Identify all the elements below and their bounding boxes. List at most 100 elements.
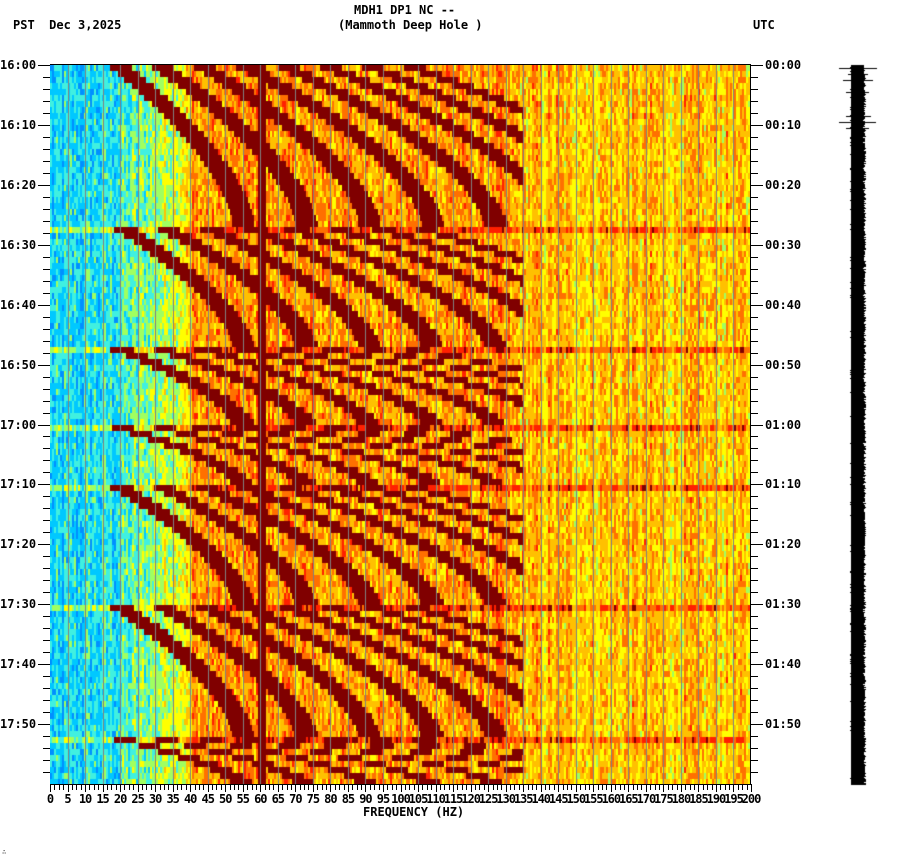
- x-minor-tick: [234, 785, 235, 790]
- x-minor-tick: [287, 785, 288, 790]
- y-major-tick-right: [751, 724, 763, 725]
- y-tick-label-right: 00:00: [765, 58, 802, 72]
- y-minor-tick-left: [43, 329, 50, 330]
- x-minor-tick: [326, 785, 327, 790]
- x-major-tick: [558, 785, 559, 792]
- x-minor-tick: [449, 785, 450, 790]
- x-major-tick: [628, 785, 629, 792]
- y-major-tick-right: [751, 484, 763, 485]
- x-tick-label: 45: [201, 792, 214, 806]
- x-major-tick: [611, 785, 612, 792]
- y-minor-tick-left: [43, 592, 50, 593]
- x-minor-tick: [475, 785, 476, 790]
- x-major-tick: [576, 785, 577, 792]
- x-major-tick: [698, 785, 699, 792]
- y-minor-tick-right: [751, 592, 758, 593]
- y-tick-label-right: 01:50: [765, 717, 802, 731]
- y-minor-tick-left: [43, 353, 50, 354]
- x-minor-tick: [291, 785, 292, 790]
- y-major-tick-left: [38, 185, 50, 186]
- y-minor-tick-left: [43, 652, 50, 653]
- y-minor-tick-left: [43, 616, 50, 617]
- y-tick-label-left: 17:40: [0, 657, 37, 671]
- x-minor-tick: [514, 785, 515, 790]
- y-minor-tick-left: [43, 580, 50, 581]
- x-minor-tick: [98, 785, 99, 790]
- x-minor-tick: [116, 785, 117, 790]
- x-minor-tick: [81, 785, 82, 790]
- x-minor-tick: [510, 785, 511, 790]
- x-minor-tick: [694, 785, 695, 790]
- y-minor-tick-left: [43, 628, 50, 629]
- x-major-tick: [383, 785, 384, 792]
- y-minor-tick-left: [43, 448, 50, 449]
- x-minor-tick: [221, 785, 222, 790]
- x-major-tick: [365, 785, 366, 792]
- y-minor-tick-left: [43, 269, 50, 270]
- x-tick-label: 185: [689, 792, 709, 806]
- spectrogram-canvas: [50, 65, 751, 784]
- x-tick-label: 165: [618, 792, 639, 806]
- y-minor-tick-left: [43, 257, 50, 258]
- x-tick-label: 100: [391, 792, 411, 806]
- y-minor-tick-right: [751, 173, 758, 174]
- x-minor-tick: [650, 785, 651, 790]
- x-tick-label: 195: [724, 792, 744, 806]
- x-minor-tick: [265, 785, 266, 790]
- y-minor-tick-left: [43, 568, 50, 569]
- x-minor-tick: [160, 785, 161, 790]
- x-minor-tick: [59, 785, 60, 790]
- y-minor-tick-left: [43, 377, 50, 378]
- y-minor-tick-left: [43, 77, 50, 78]
- x-minor-tick: [554, 785, 555, 790]
- y-minor-tick-right: [751, 209, 758, 210]
- x-minor-tick: [304, 785, 305, 790]
- x-tick-label: 85: [341, 792, 355, 806]
- y-minor-tick-right: [751, 760, 758, 761]
- y-minor-tick-right: [751, 580, 758, 581]
- left-timezone-date: PST Dec 3,2025: [13, 18, 122, 32]
- x-major-tick: [751, 785, 752, 792]
- x-major-tick: [103, 785, 104, 792]
- x-major-tick: [190, 785, 191, 792]
- y-minor-tick-left: [43, 401, 50, 402]
- x-minor-tick: [519, 785, 520, 790]
- x-minor-tick: [339, 785, 340, 790]
- y-major-tick-left: [38, 544, 50, 545]
- y-minor-tick-right: [751, 520, 758, 521]
- x-minor-tick: [247, 785, 248, 790]
- y-tick-label-right: 00:50: [765, 358, 802, 372]
- y-minor-tick-right: [751, 448, 758, 449]
- x-minor-tick: [457, 785, 458, 790]
- x-minor-tick: [308, 785, 309, 790]
- y-major-tick-right: [751, 65, 763, 66]
- x-major-tick: [453, 785, 454, 792]
- y-minor-tick-right: [751, 472, 758, 473]
- x-tick-label: 160: [601, 792, 621, 806]
- x-major-tick: [138, 785, 139, 792]
- x-minor-tick: [431, 785, 432, 790]
- x-minor-tick: [567, 785, 568, 790]
- x-minor-tick: [585, 785, 586, 790]
- y-minor-tick-right: [751, 772, 758, 773]
- x-major-tick: [173, 785, 174, 792]
- x-minor-tick: [571, 785, 572, 790]
- x-minor-tick: [199, 785, 200, 790]
- x-major-tick: [716, 785, 717, 792]
- x-tick-label: 15: [96, 792, 109, 806]
- y-major-tick-right: [751, 125, 763, 126]
- y-minor-tick-right: [751, 101, 758, 102]
- x-minor-tick: [203, 785, 204, 790]
- seismic-trace: [836, 62, 886, 786]
- y-minor-tick-left: [43, 436, 50, 437]
- y-tick-label-right: 00:20: [765, 178, 802, 192]
- x-minor-tick: [725, 785, 726, 790]
- y-major-tick-left: [38, 305, 50, 306]
- x-tick-label: 5: [64, 792, 71, 806]
- y-minor-tick-right: [751, 616, 758, 617]
- y-minor-tick-left: [43, 389, 50, 390]
- x-minor-tick: [186, 785, 187, 790]
- x-minor-tick: [89, 785, 90, 790]
- x-minor-tick: [672, 785, 673, 790]
- x-minor-tick: [615, 785, 616, 790]
